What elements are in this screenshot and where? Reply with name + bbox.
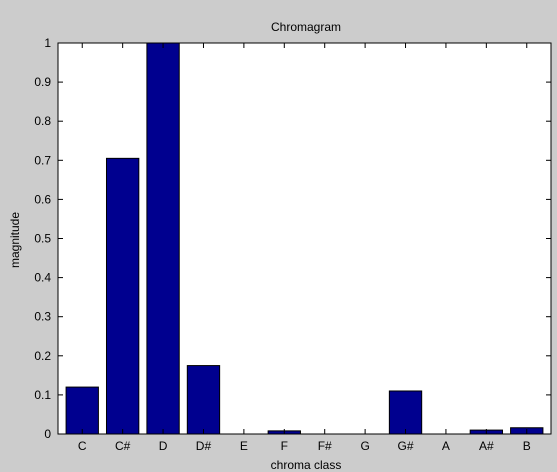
bar-C# (105, 157, 140, 435)
x-axis: C C# D D# E F F# G G# A A# B (78, 43, 531, 453)
x-tick-label-G: G (360, 439, 369, 453)
y-tick-label: 0.3 (34, 310, 51, 324)
x-tick-label-B: B (523, 439, 531, 453)
y-tick-label: 0.4 (34, 271, 51, 285)
chart-title: Chromagram (271, 20, 341, 34)
y-tick-label: 0.8 (34, 114, 51, 128)
bar-D (146, 42, 180, 435)
y-tick-label: 0.1 (34, 388, 51, 402)
y-tick-label: 1 (44, 36, 51, 50)
x-tick-label-E: E (240, 439, 248, 453)
x-tick-label-C#: C# (115, 439, 131, 453)
y-tick-label: 0.7 (34, 153, 51, 167)
x-tick-label-G#: G# (398, 439, 414, 453)
x-tick-label-D: D (159, 439, 168, 453)
y-tick-label: 0.9 (34, 75, 51, 89)
y-axis-label: magnitude (8, 212, 22, 268)
x-tick-label-D#: D# (196, 439, 212, 453)
x-tick-label-F: F (281, 439, 288, 453)
x-tick-label-C: C (78, 439, 87, 453)
x-tick-label-A#: A# (479, 439, 494, 453)
plot-area (58, 43, 551, 434)
bar-C (65, 386, 99, 435)
x-tick-label-F#: F# (318, 439, 332, 453)
bar-D# (186, 365, 221, 435)
x-tick-label-A: A (442, 439, 450, 453)
y-tick-label: 0.2 (34, 349, 51, 363)
y-tick-label: 0 (44, 427, 51, 441)
y-tick-label: 0.5 (34, 232, 51, 246)
y-tick-label: 0.6 (34, 192, 51, 206)
y-axis: 0 0.1 0.2 0.3 0.4 0.5 0.6 0.7 0.8 0.9 1 (34, 36, 551, 441)
bars-group (65, 42, 544, 435)
bar-G# (388, 390, 423, 435)
x-axis-label: chroma class (271, 458, 342, 472)
